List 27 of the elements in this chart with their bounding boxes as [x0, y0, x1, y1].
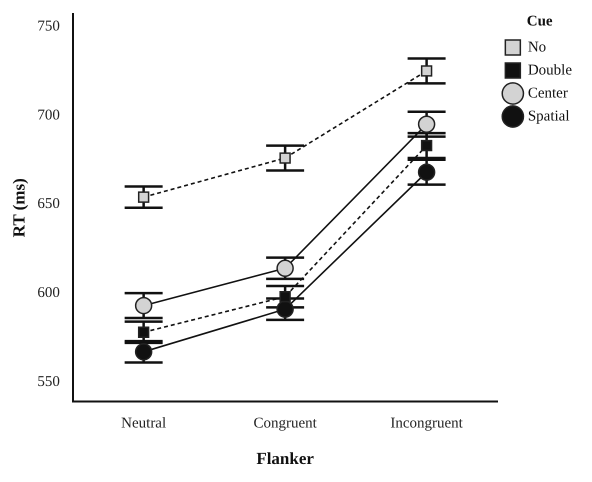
- legend-label: Double: [528, 62, 572, 78]
- point: [420, 65, 432, 77]
- legend-label: No: [528, 39, 546, 56]
- point: [418, 163, 436, 181]
- y-tick-label: 750: [37, 18, 60, 34]
- legend-label: Spatial: [528, 108, 570, 124]
- point: [279, 152, 291, 164]
- x-tick-label: Neutral: [121, 416, 166, 432]
- y-tick-label: 600: [37, 285, 60, 302]
- point: [134, 296, 152, 314]
- point: [420, 140, 432, 152]
- x-tick-label: Congruent: [253, 416, 318, 432]
- legend-label: Center: [528, 85, 568, 102]
- point: [138, 326, 150, 338]
- y-axis-title: RT (ms): [10, 178, 29, 238]
- y-tick-label: 550: [37, 374, 60, 390]
- point: [134, 343, 152, 361]
- legend-title: Cue: [526, 13, 553, 30]
- point: [138, 191, 150, 203]
- point: [279, 291, 291, 302]
- point: [418, 115, 436, 133]
- point: [276, 260, 294, 277]
- y-tick-label: 650: [37, 196, 60, 212]
- x-tick-label: Incongruent: [390, 416, 464, 432]
- y-tick-label: 700: [37, 107, 60, 124]
- x-axis-title: Flanker: [256, 449, 314, 468]
- point: [276, 300, 294, 318]
